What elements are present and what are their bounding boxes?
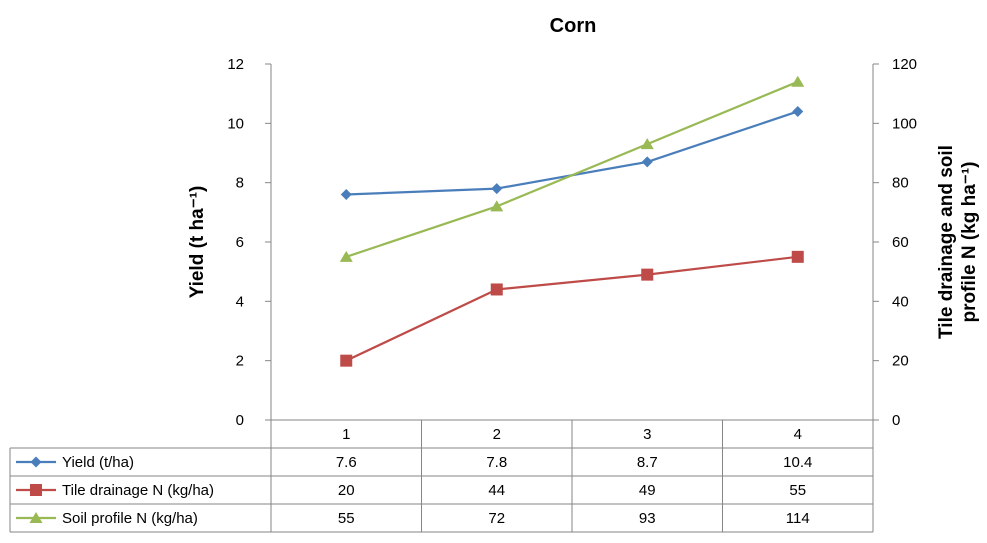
y2-tick-label: 40 bbox=[892, 293, 909, 310]
data-label: 10.4 bbox=[783, 454, 812, 471]
data-point bbox=[340, 354, 353, 367]
y-tick-label: 12 bbox=[227, 56, 244, 73]
legend-series-name: Yield (t/ha) bbox=[62, 454, 134, 471]
data-label: 49 bbox=[639, 482, 656, 499]
y2-tick-label: 100 bbox=[892, 115, 917, 132]
y2-axis-title-line-1: Tile drainage and soil bbox=[936, 145, 957, 339]
y-tick-label: 10 bbox=[227, 115, 244, 132]
y-axis-title: Yield (t ha⁻¹) bbox=[187, 186, 208, 299]
data-label: 44 bbox=[488, 482, 505, 499]
x-category-label: 2 bbox=[493, 426, 501, 443]
data-label: 55 bbox=[338, 510, 355, 527]
y-tick-label: 8 bbox=[236, 175, 244, 192]
y2-tick-label: 0 bbox=[892, 412, 900, 429]
x-category-label: 1 bbox=[342, 426, 350, 443]
data-label: 55 bbox=[789, 482, 806, 499]
data-point bbox=[490, 200, 504, 212]
series-line bbox=[345, 255, 798, 362]
data-label: 7.8 bbox=[486, 454, 507, 471]
y2-tick-label: 20 bbox=[892, 353, 909, 370]
y2-tick-label: 60 bbox=[892, 234, 909, 251]
data-point bbox=[490, 283, 503, 296]
data-label: 114 bbox=[786, 510, 810, 527]
legend-key-marker bbox=[30, 484, 42, 496]
data-point bbox=[791, 250, 804, 263]
data-point bbox=[641, 156, 653, 168]
series-line bbox=[345, 80, 799, 258]
data-point bbox=[640, 138, 654, 150]
data-point bbox=[491, 183, 503, 195]
data-label: 72 bbox=[488, 510, 505, 527]
legend-series-name: Soil profile N (kg/ha) bbox=[62, 510, 198, 527]
data-point bbox=[340, 189, 352, 201]
y2-tick-label: 120 bbox=[892, 56, 917, 73]
y-tick-label: 2 bbox=[236, 353, 244, 370]
data-label: 7.6 bbox=[336, 454, 357, 471]
data-point bbox=[339, 250, 353, 262]
y-tick-label: 4 bbox=[236, 293, 244, 310]
series-line bbox=[346, 110, 799, 196]
legend-key-marker bbox=[29, 512, 43, 523]
data-point bbox=[791, 75, 805, 87]
x-category-label: 3 bbox=[643, 426, 651, 443]
y2-tick-label: 80 bbox=[892, 175, 909, 192]
y-tick-label: 0 bbox=[236, 412, 244, 429]
data-label: 93 bbox=[639, 510, 656, 527]
y-tick-label: 6 bbox=[236, 234, 244, 251]
x-category-label: 4 bbox=[794, 426, 802, 443]
legend-key-marker bbox=[30, 456, 42, 468]
data-label: 8.7 bbox=[637, 454, 658, 471]
legend-series-name: Tile drainage N (kg/ha) bbox=[62, 482, 214, 499]
chart-title: Corn bbox=[550, 15, 597, 37]
data-point bbox=[641, 268, 654, 281]
data-point bbox=[792, 105, 804, 117]
data-label: 20 bbox=[338, 482, 355, 499]
y2-axis-title-line-2: profile N (kg ha⁻¹) bbox=[959, 162, 980, 323]
